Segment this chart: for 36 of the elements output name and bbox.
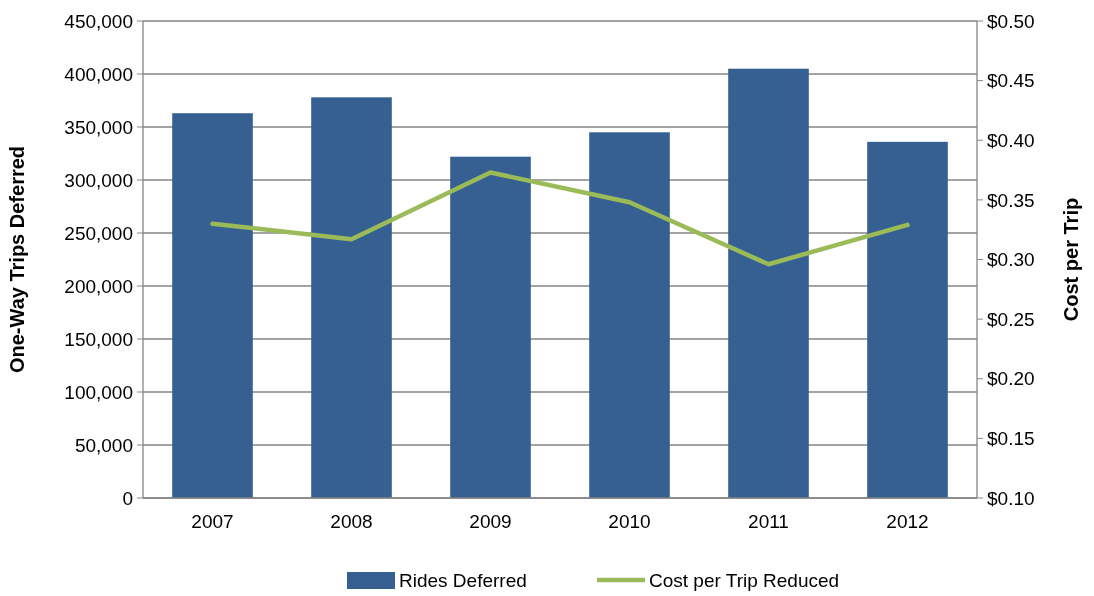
y-tick-label: 150,000 bbox=[64, 328, 133, 350]
bar bbox=[311, 97, 392, 498]
x-tick-label: 2011 bbox=[748, 511, 789, 532]
bar bbox=[589, 132, 670, 498]
y-tick-label: 450,000 bbox=[64, 10, 133, 32]
y2-tick-label: $0.30 bbox=[987, 249, 1035, 271]
y-tick-label: 400,000 bbox=[64, 63, 133, 85]
bar bbox=[172, 113, 253, 498]
legend-label: Rides Deferred bbox=[399, 569, 527, 591]
bar bbox=[450, 156, 531, 498]
bar bbox=[728, 68, 809, 498]
legend-label: Cost per Trip Reduced bbox=[649, 569, 840, 591]
x-tick-label: 2007 bbox=[191, 511, 234, 532]
y-axis-title: One-Way Trips Deferred bbox=[6, 145, 28, 374]
y2-tick-label: $0.10 bbox=[987, 487, 1035, 509]
y-tick-label: 300,000 bbox=[64, 169, 133, 191]
y-tick-label: 250,000 bbox=[64, 222, 133, 244]
y2-tick-label: $0.15 bbox=[987, 428, 1035, 450]
y2-tick-label: $0.50 bbox=[987, 10, 1035, 32]
bar bbox=[867, 141, 948, 498]
y2-tick-label: $0.20 bbox=[987, 368, 1035, 390]
x-tick-label: 2009 bbox=[469, 511, 512, 532]
y2-tick-label: $0.35 bbox=[987, 189, 1035, 211]
y2-tick-label: $0.25 bbox=[987, 308, 1035, 330]
line-series bbox=[210, 170, 910, 267]
y-tick-label: 100,000 bbox=[64, 381, 133, 403]
x-tick-label: 2008 bbox=[330, 511, 373, 532]
x-tick-label: 2012 bbox=[886, 511, 929, 532]
y2-tick-label: $0.45 bbox=[987, 70, 1035, 92]
y-tick-label: 0 bbox=[122, 487, 133, 509]
y2-tick-label: $0.40 bbox=[987, 129, 1035, 151]
y2-axis-title: Cost per Trip bbox=[1060, 197, 1082, 322]
y-tick-label: 200,000 bbox=[64, 275, 133, 297]
x-tick-label: 2010 bbox=[608, 511, 651, 532]
y-tick-label: 50,000 bbox=[74, 434, 133, 456]
y-tick-label: 350,000 bbox=[64, 116, 133, 138]
